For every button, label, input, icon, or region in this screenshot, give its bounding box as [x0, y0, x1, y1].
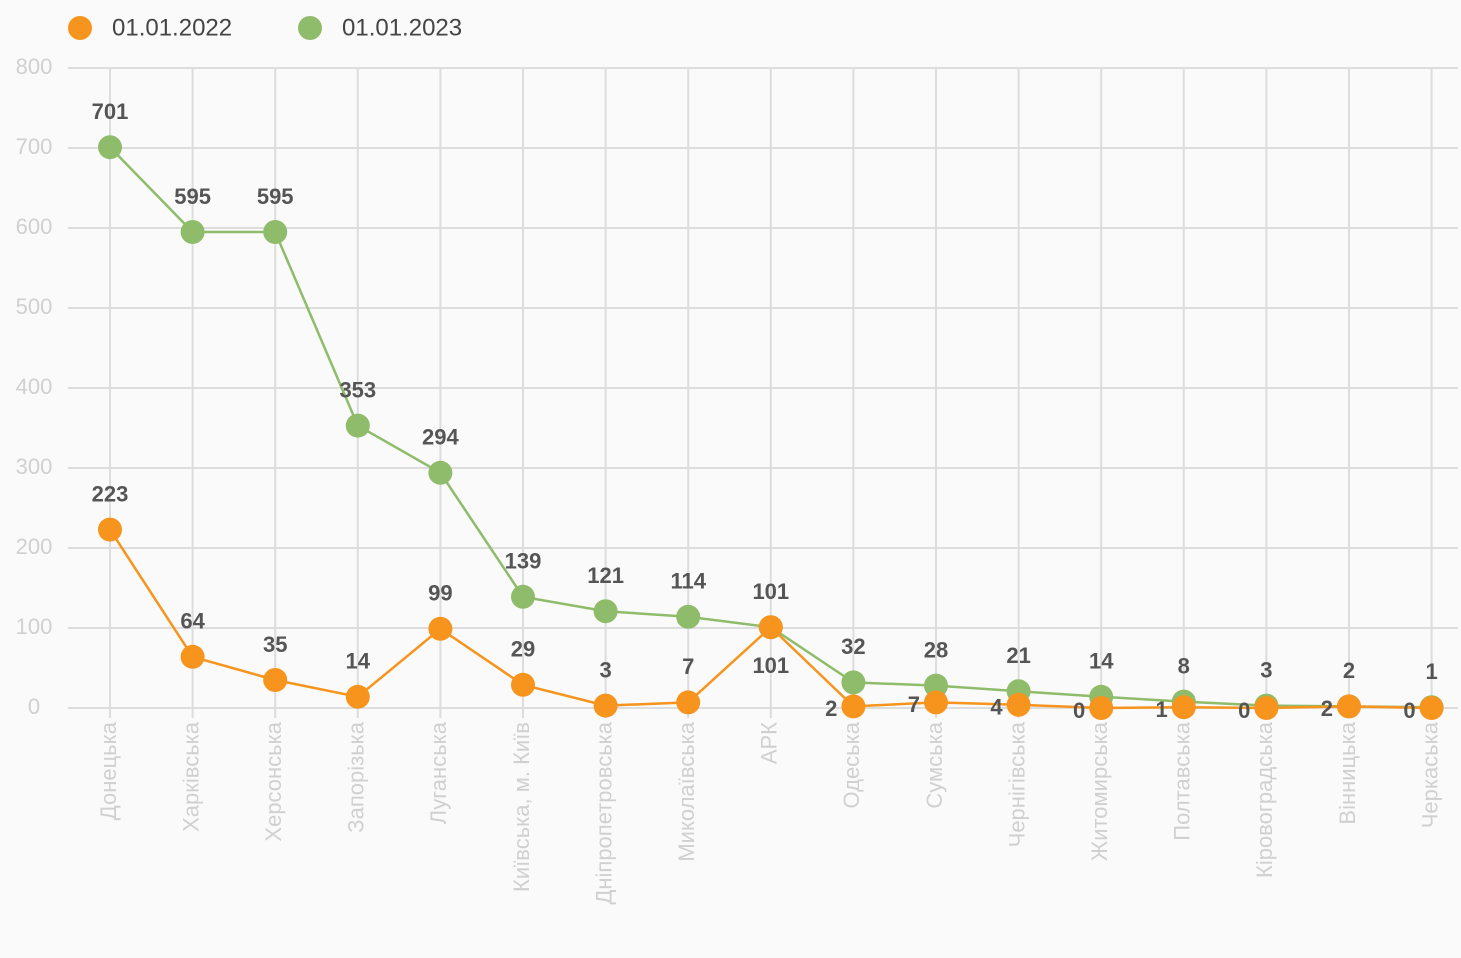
data-point	[263, 220, 288, 244]
y-tick-label: 0	[28, 694, 40, 719]
data-label: 3	[1260, 657, 1272, 682]
x-tick-label: Харківська	[178, 721, 203, 832]
x-tick-label: Дніпропетровська	[591, 721, 616, 904]
data-label: 595	[257, 184, 294, 209]
data-label: 7	[682, 654, 694, 679]
y-tick-label: 300	[16, 454, 53, 479]
data-label: 8	[1178, 653, 1190, 678]
data-label: 701	[92, 99, 129, 124]
x-tick-label: Миколаївська	[674, 721, 699, 861]
y-tick-label: 600	[16, 214, 53, 239]
data-label: 14	[346, 649, 371, 674]
data-label: 595	[174, 184, 211, 209]
data-point	[924, 690, 948, 715]
x-tick-label: Луганська	[426, 721, 451, 824]
y-tick-label: 500	[16, 294, 53, 319]
y-tick-label: 400	[16, 374, 53, 399]
x-tick-label: Донецька	[96, 721, 121, 820]
data-label: 0	[1073, 698, 1085, 723]
data-label: 223	[92, 481, 129, 506]
data-point	[1419, 696, 1444, 720]
data-label: 64	[180, 609, 205, 634]
data-point	[98, 135, 122, 160]
data-label: 3	[599, 657, 611, 682]
data-label: 99	[428, 581, 452, 606]
data-label: 7	[908, 692, 920, 717]
data-label: 32	[841, 634, 865, 659]
data-label: 121	[587, 563, 624, 588]
data-point	[428, 460, 453, 485]
data-point	[924, 673, 948, 698]
data-point	[676, 690, 701, 715]
data-label: 4	[990, 695, 1003, 720]
y-tick-label: 800	[16, 54, 53, 79]
data-label: 28	[924, 637, 948, 662]
data-label: 2	[825, 696, 837, 721]
x-tick-label: Житомирська	[1087, 721, 1112, 861]
x-tick-label: Вінницька	[1335, 721, 1360, 824]
data-label: 14	[1089, 649, 1114, 674]
data-point	[1254, 696, 1279, 720]
data-point	[511, 584, 535, 609]
data-point	[1006, 692, 1031, 717]
x-tick-label: Полтавська	[1170, 721, 1195, 840]
legend-marker	[68, 16, 92, 40]
legend-label: 01.01.2023	[342, 14, 462, 41]
data-point	[841, 694, 866, 719]
y-tick-label: 700	[16, 134, 53, 159]
data-label: 2	[1343, 658, 1355, 683]
x-tick-label: АРК	[757, 722, 782, 764]
data-label: 353	[339, 377, 376, 402]
data-label: 114	[670, 569, 706, 594]
data-label: 1	[1156, 697, 1168, 722]
data-label: 1	[1425, 659, 1437, 684]
y-tick-label: 200	[16, 534, 53, 559]
x-tick-label: Херсонська	[261, 721, 286, 841]
legend-marker	[298, 16, 322, 40]
data-point	[676, 604, 701, 629]
x-tick-label: Сумська	[922, 721, 947, 808]
data-label: 101	[752, 653, 789, 678]
data-label: 2	[1321, 696, 1333, 721]
legend-label: 01.01.2022	[112, 14, 232, 41]
data-label: 139	[505, 549, 542, 574]
data-point	[1089, 696, 1114, 720]
data-point	[98, 517, 122, 542]
data-label: 101	[752, 579, 789, 604]
data-label: 0	[1238, 698, 1250, 723]
data-label: 29	[511, 637, 535, 662]
y-tick-label: 100	[16, 614, 53, 639]
data-point	[263, 668, 288, 692]
data-label: 21	[1006, 643, 1030, 668]
data-label: 294	[422, 425, 459, 450]
x-tick-label: Запорізька	[344, 721, 369, 832]
data-point	[428, 616, 453, 641]
data-point	[1337, 694, 1361, 719]
x-tick-label: Кіровоградська	[1252, 721, 1277, 878]
x-tick-label: Одеська	[839, 721, 864, 808]
x-tick-label: Чернігівська	[1004, 721, 1029, 847]
data-point	[758, 615, 783, 640]
data-point	[180, 644, 205, 669]
data-label: 0	[1403, 698, 1415, 723]
data-label: 35	[263, 632, 287, 657]
x-tick-label: Київська, м. Київ	[509, 722, 534, 892]
data-point	[345, 413, 370, 438]
data-point	[593, 693, 618, 718]
data-point	[841, 670, 866, 695]
data-point	[1171, 695, 1196, 720]
data-point	[345, 684, 370, 709]
data-point	[511, 672, 535, 697]
x-tick-label: Черкаська	[1417, 721, 1442, 828]
data-point	[180, 220, 205, 244]
data-point	[593, 599, 618, 624]
